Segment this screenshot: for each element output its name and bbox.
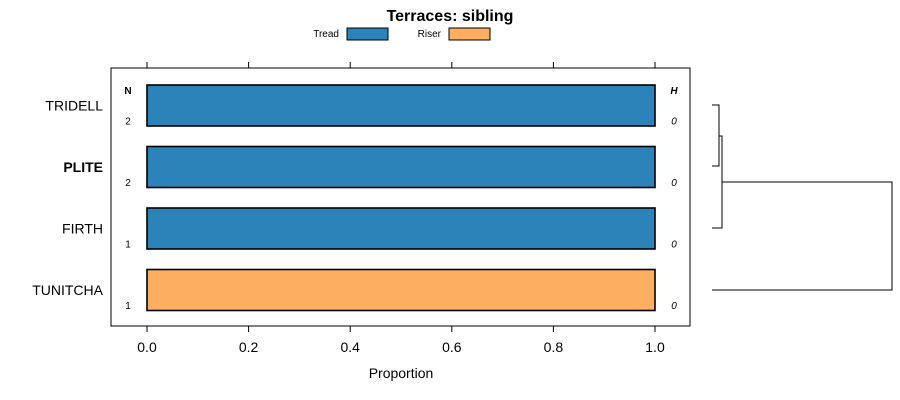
- row-n-value: 2: [125, 117, 131, 128]
- x-tick-label: 0.6: [442, 339, 462, 355]
- legend-label-riser: Riser: [418, 29, 442, 40]
- bar-riser: [147, 270, 655, 311]
- row-h-value: 0: [671, 117, 677, 128]
- legend-label-tread: Tread: [313, 29, 339, 40]
- x-tick-label: 1.0: [645, 339, 665, 355]
- x-tick-label: 0.4: [340, 339, 360, 355]
- row-n-value: 1: [125, 240, 131, 251]
- h-column-header: H: [670, 86, 678, 97]
- dendrogram: [712, 105, 892, 290]
- x-tick-label: 0.0: [137, 339, 157, 355]
- dendrogram-link-tridell-plite: [712, 105, 719, 166]
- bar-tread: [147, 147, 655, 188]
- x-tick-label: 0.2: [239, 339, 259, 355]
- row-label: FIRTH: [62, 221, 103, 237]
- row-label: PLITE: [63, 159, 103, 175]
- dendrogram-link-firth: [712, 136, 722, 228]
- x-axis-label: Proportion: [369, 365, 434, 381]
- row-h-value: 0: [671, 178, 677, 189]
- bar-tread: [147, 208, 655, 249]
- chart-title: Terraces: sibling: [387, 8, 514, 25]
- row-n-value: 2: [125, 178, 131, 189]
- n-column-header: N: [124, 86, 131, 97]
- bar-rows: TRIDELL 2 0 PLITE 2 0 FIRTH 1 0 TUNITCHA 1 0: [32, 85, 677, 312]
- legend-swatch-riser: [449, 28, 490, 40]
- legend: Tread Riser: [313, 28, 490, 40]
- row-label: TUNITCHA: [32, 282, 103, 298]
- x-tick-label: 0.8: [544, 339, 564, 355]
- row-h-value: 0: [671, 301, 677, 312]
- row-label: TRIDELL: [45, 98, 103, 114]
- legend-swatch-tread: [347, 28, 388, 40]
- chart: Terraces: sibling Tread Riser 0.0 0.2 0.4 0.…: [0, 0, 900, 400]
- row-n-value: 1: [125, 301, 131, 312]
- dendrogram-link-tunitcha: [712, 182, 892, 290]
- bar-tread: [147, 85, 655, 126]
- row-h-value: 0: [671, 240, 677, 251]
